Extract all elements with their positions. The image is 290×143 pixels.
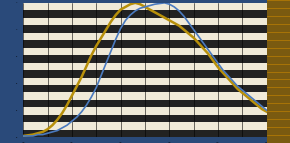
Bar [23, 10, 267, 18]
Bar [23, 40, 267, 48]
Bar [23, 85, 267, 93]
Bar [23, 100, 267, 107]
Bar [23, 70, 267, 78]
Bar [23, 25, 267, 33]
Bar [23, 55, 267, 63]
Bar [23, 130, 267, 137]
Bar [23, 115, 267, 122]
